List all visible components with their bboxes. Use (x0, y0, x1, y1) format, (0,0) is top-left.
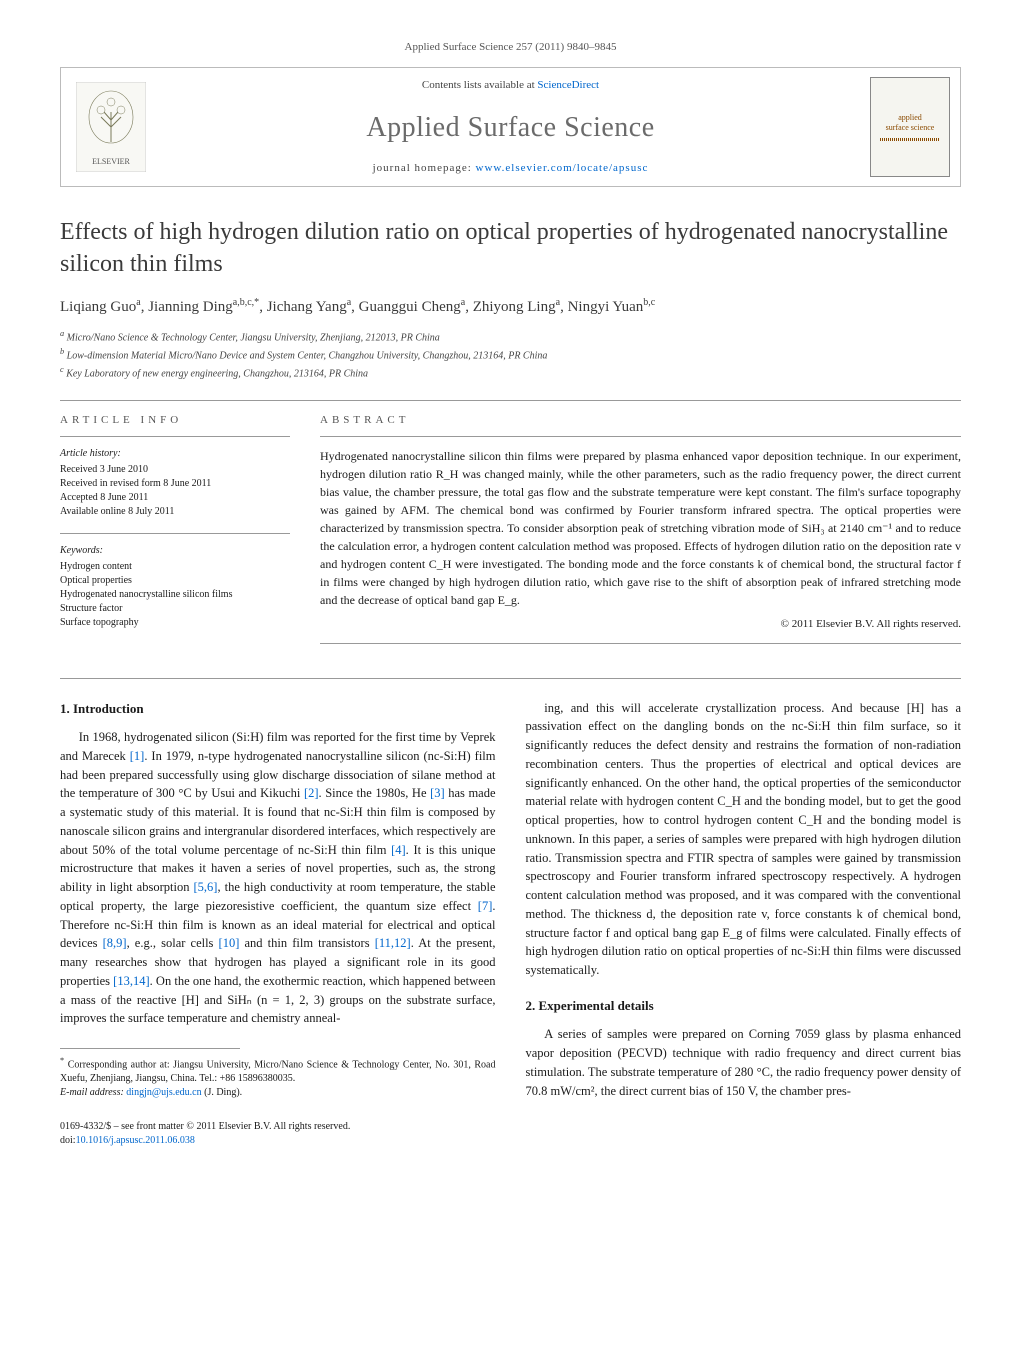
divider (60, 678, 961, 679)
section-heading-introduction: 1. Introduction (60, 699, 496, 719)
abstract-heading: ABSTRACT (320, 413, 961, 428)
doi-link[interactable]: 10.1016/j.apsusc.2011.06.038 (76, 1135, 195, 1146)
info-abstract-row: ARTICLE INFO Article history: Received 3… (60, 413, 961, 654)
keywords-label: Keywords: (60, 544, 290, 558)
divider (320, 643, 961, 644)
divider (320, 436, 961, 437)
keywords-block: Keywords: Hydrogen content Optical prope… (60, 544, 290, 630)
running-head: Applied Surface Science 257 (2011) 9840–… (60, 40, 961, 55)
availability-prefix: Contents lists available at (422, 79, 537, 91)
body-columns: 1. Introduction In 1968, hydrogenated si… (60, 699, 961, 1101)
abstract-copyright: © 2011 Elsevier B.V. All rights reserved… (320, 617, 961, 632)
elsevier-label: ELSEVIER (92, 157, 130, 166)
journal-name: Applied Surface Science (181, 108, 840, 147)
journal-cover-box: applied surface science (860, 68, 960, 186)
issn-line: 0169-4332/$ – see front matter © 2011 El… (60, 1120, 350, 1134)
divider (60, 436, 290, 437)
affiliations: a Micro/Nano Science & Technology Center… (60, 328, 961, 382)
history-item: Available online 8 July 2011 (60, 505, 290, 519)
article-info-heading: ARTICLE INFO (60, 413, 290, 428)
email-label: E-mail address: (60, 1087, 126, 1098)
right-column: ing, and this will accelerate crystalliz… (526, 699, 962, 1101)
affiliation-b: b Low-dimension Material Micro/Nano Devi… (60, 346, 961, 363)
affiliation-c: c Key Laboratory of new energy engineeri… (60, 364, 961, 381)
corresponding-author-note: * Corresponding author at: Jiangsu Unive… (60, 1055, 496, 1100)
keyword: Hydrogen content (60, 560, 290, 574)
homepage-line: journal homepage: www.elsevier.com/locat… (181, 161, 840, 176)
email-link[interactable]: dingjn@ujs.edu.cn (126, 1087, 201, 1098)
abstract-column: ABSTRACT Hydrogenated nanocrystalline si… (320, 413, 961, 654)
cover-barcode-icon (880, 138, 940, 141)
cover-text: applied surface science (886, 113, 935, 132)
history-item: Received 3 June 2010 (60, 463, 290, 477)
page-footer: 0169-4332/$ – see front matter © 2011 El… (60, 1120, 961, 1148)
paragraph: A series of samples were prepared on Cor… (526, 1025, 962, 1100)
homepage-link[interactable]: www.elsevier.com/locate/apsusc (476, 162, 649, 174)
keyword: Optical properties (60, 574, 290, 588)
doi-prefix: doi: (60, 1135, 76, 1146)
history-label: Article history: (60, 447, 290, 461)
divider (60, 400, 961, 401)
left-column: 1. Introduction In 1968, hydrogenated si… (60, 699, 496, 1101)
affiliation-a: a Micro/Nano Science & Technology Center… (60, 328, 961, 345)
doi-line: doi:10.1016/j.apsusc.2011.06.038 (60, 1134, 350, 1148)
paragraph: ing, and this will accelerate crystalliz… (526, 699, 962, 980)
corresp-symbol: * (60, 1056, 64, 1065)
publisher-logo-box: ELSEVIER (61, 68, 161, 186)
elsevier-tree-icon: ELSEVIER (76, 82, 146, 172)
section-heading-experimental: 2. Experimental details (526, 996, 962, 1016)
corresp-text: Corresponding author at: Jiangsu Univers… (60, 1059, 496, 1084)
keyword: Surface topography (60, 616, 290, 630)
banner-center: Contents lists available at ScienceDirec… (161, 68, 860, 186)
history-item: Received in revised form 8 June 2011 (60, 477, 290, 491)
article-info-column: ARTICLE INFO Article history: Received 3… (60, 413, 290, 654)
journal-banner: ELSEVIER Contents lists available at Sci… (60, 67, 961, 187)
history-item: Accepted 8 June 2011 (60, 491, 290, 505)
issn-copyright: 0169-4332/$ – see front matter © 2011 El… (60, 1120, 350, 1148)
paragraph: In 1968, hydrogenated silicon (Si:H) fil… (60, 728, 496, 1028)
footnote-divider (60, 1048, 240, 1049)
abstract-text: Hydrogenated nanocrystalline silicon thi… (320, 447, 961, 609)
author-list: Liqiang Guoa, Jianning Dinga,b,c,*, Jich… (60, 296, 961, 318)
article-history: Article history: Received 3 June 2010 Re… (60, 447, 290, 519)
journal-cover-icon: applied surface science (870, 77, 950, 177)
sciencedirect-link[interactable]: ScienceDirect (537, 79, 599, 91)
keyword: Structure factor (60, 602, 290, 616)
availability-line: Contents lists available at ScienceDirec… (181, 78, 840, 93)
homepage-prefix: journal homepage: (373, 162, 476, 174)
divider (60, 533, 290, 534)
article-title: Effects of high hydrogen dilution ratio … (60, 217, 961, 279)
keyword: Hydrogenated nanocrystalline silicon fil… (60, 588, 290, 602)
email-suffix: (J. Ding). (202, 1087, 243, 1098)
